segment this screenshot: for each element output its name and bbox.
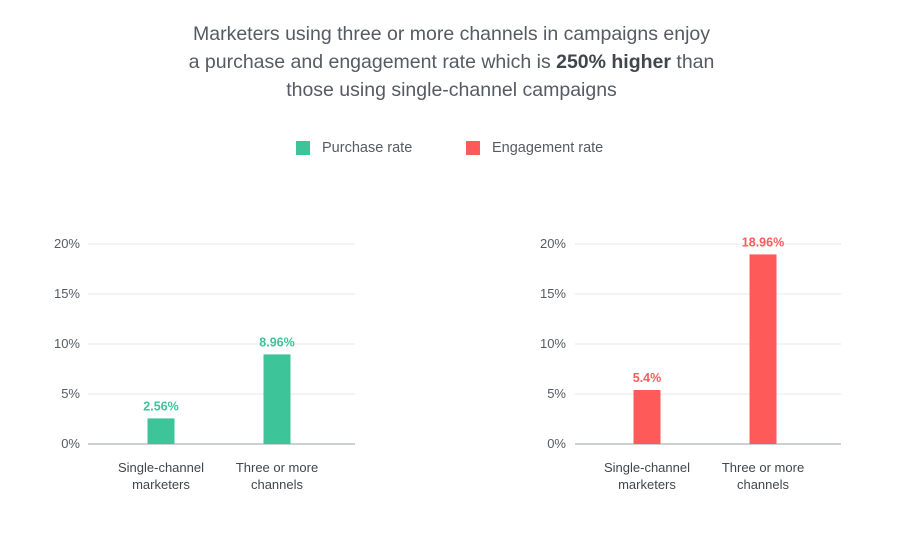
engagement-value-label: 5.4% (633, 371, 662, 385)
purchase-bar (147, 418, 175, 444)
engagement-y-tick-label: 20% (540, 236, 566, 251)
engagement-y-tick-label: 10% (540, 336, 566, 351)
purchase-category-label: marketers (132, 477, 190, 492)
purchase-category-label: Three or more (236, 460, 318, 475)
title-highlight: 250% higher (556, 51, 671, 73)
engagement-y-tick-label: 15% (540, 286, 566, 301)
legend-label-engagement: Engagement rate (492, 140, 604, 156)
legend-item-engagement: Engagement rate (466, 138, 603, 158)
title-line-2-end: than (671, 51, 715, 73)
legend-swatch-purchase (296, 141, 310, 155)
legend-swatch-engagement (466, 141, 480, 155)
purchase-y-tick-label: 5% (61, 386, 80, 401)
engagement-y-tick-label: 0% (547, 436, 566, 451)
purchase-value-label: 2.56% (143, 399, 178, 413)
engagement-category-label: marketers (618, 477, 676, 492)
purchase-category-label: channels (251, 477, 304, 492)
chart-title: Marketers using three or more channels i… (0, 20, 903, 104)
engagement-bar (633, 390, 661, 444)
purchase-y-tick-label: 15% (54, 286, 80, 301)
engagement-category-label: Three or more (722, 460, 804, 475)
purchase-bar (263, 354, 291, 444)
engagement-bar (749, 254, 777, 444)
purchase-value-label: 8.96% (259, 335, 294, 349)
purchase-y-tick-label: 10% (54, 336, 80, 351)
engagement-y-tick-label: 5% (547, 386, 566, 401)
engagement-category-label: channels (737, 477, 790, 492)
engagement-category-label: Single-channel (604, 460, 690, 475)
legend-label-purchase: Purchase rate (322, 140, 413, 156)
purchase-y-tick-label: 0% (61, 436, 80, 451)
purchase-y-tick-label: 20% (54, 236, 80, 251)
title-line-3: those using single-channel campaigns (286, 79, 617, 101)
title-line-1: Marketers using three or more channels i… (192, 23, 710, 45)
title-line-2-start: a purchase and engagement rate which is (188, 51, 557, 73)
purchase-category-label: Single-channel (118, 460, 204, 475)
legend: Purchase rate Engagement rate (0, 138, 903, 158)
engagement-value-label: 18.96% (742, 235, 784, 249)
legend-item-purchase: Purchase rate (296, 138, 412, 158)
title-line-2: a purchase and engagement rate which is … (0, 48, 903, 76)
